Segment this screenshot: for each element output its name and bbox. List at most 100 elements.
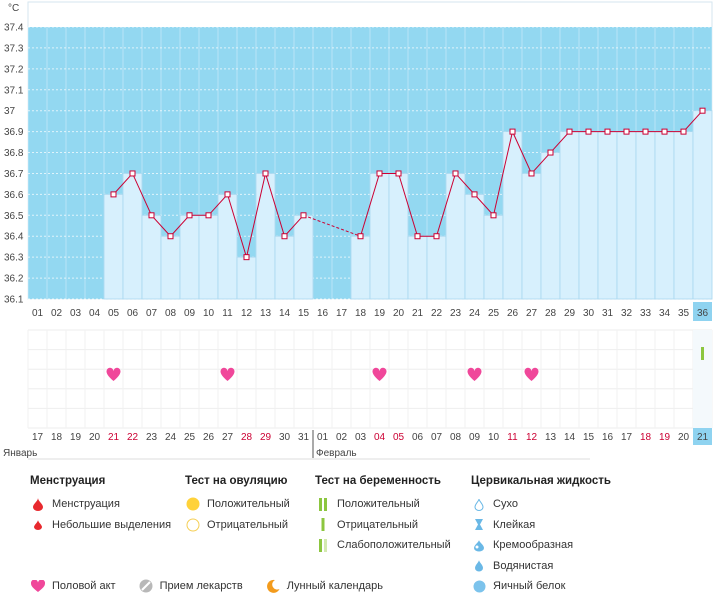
temperature-bar (274, 235, 295, 300)
calendar-date-label: 28 (241, 432, 253, 443)
temperature-bar (217, 193, 238, 300)
calendar-date-label: 15 (583, 432, 595, 443)
y-tick-label: 37.4 (4, 23, 24, 34)
temperature-point (167, 233, 174, 240)
cycle-day-label: 12 (241, 308, 253, 319)
legend-pregnancy-positive-label: Положительный (337, 498, 420, 511)
temperature-point (205, 212, 212, 219)
cycle-day-label: 22 (431, 308, 443, 319)
legend-watery-label: Водянистая (493, 559, 554, 572)
calendar-date-label: 02 (336, 432, 348, 443)
y-tick-label: 36.8 (4, 148, 24, 159)
legend-pregnancy-title: Тест на беременность (315, 475, 441, 487)
pill-icon (138, 578, 154, 594)
cycle-day-label: 11 (222, 308, 233, 319)
calendar-date-label: 22 (127, 432, 139, 443)
month-label: Январь (3, 448, 37, 459)
small-drop-icon (30, 517, 46, 533)
calendar-date-label: 14 (564, 432, 576, 443)
temperature-bar (426, 235, 447, 300)
cycle-day-label: 03 (70, 308, 82, 319)
temperature-point (680, 128, 687, 135)
calendar-date-label: 26 (203, 432, 215, 443)
calendar-date-label: 21 (108, 432, 120, 443)
temperature-point (376, 170, 383, 177)
temperature-bar (160, 235, 181, 300)
legend-item: Сухо (471, 494, 611, 515)
creamy-drop-icon (471, 537, 487, 553)
cycle-day-label: 13 (260, 308, 272, 319)
legend-cervical-title: Цервикальная жидкость (471, 475, 611, 487)
calendar-date-label: 01 (317, 432, 329, 443)
legend-item: Яичный белок (471, 576, 611, 597)
cycle-day-label: 07 (146, 308, 158, 319)
legend-pregnancy: Тест на беременность Положительный Отриц… (315, 475, 451, 556)
y-tick-label: 37.2 (4, 64, 24, 75)
calendar-date-label: 24 (165, 432, 177, 443)
temperature-bar (350, 235, 371, 300)
calendar-date-label: 21 (697, 432, 709, 443)
legend-menstruation-label: Менструация (52, 498, 120, 511)
cycle-day-label: 31 (602, 308, 614, 319)
cycle-day-label: 36 (697, 308, 709, 319)
dry-drop-icon (471, 496, 487, 512)
legend-item: Клейкая (471, 515, 611, 536)
month-label: Февраль (316, 448, 357, 459)
calendar-date-label: 20 (89, 432, 101, 443)
calendar-date-label: 30 (279, 432, 291, 443)
temperature-point (528, 170, 535, 177)
calendar-date-label: 06 (412, 432, 424, 443)
temperature-point (357, 233, 364, 240)
calendar-date-label: 12 (526, 432, 538, 443)
legend-item: Водянистая (471, 556, 611, 577)
current-day-column (693, 330, 712, 428)
temperature-bar (502, 131, 523, 300)
legend-egg-white-label: Яичный белок (493, 580, 566, 593)
cycle-day-label: 25 (488, 308, 500, 319)
cycle-day-label: 01 (32, 308, 44, 319)
cycle-day-label: 15 (298, 308, 310, 319)
temperature-point (471, 191, 478, 198)
calendar-date-label: 29 (260, 432, 272, 443)
cycle-day-label: 08 (165, 308, 177, 319)
y-tick-label: 36.2 (4, 274, 24, 285)
heart-icon (30, 578, 46, 594)
temperature-point (604, 128, 611, 135)
legend-menstruation: Менструация Менструация Небольшие выделе… (30, 475, 171, 535)
temperature-point (623, 128, 630, 135)
intercourse-heart-icon (106, 367, 121, 381)
temperature-bar (654, 131, 675, 300)
cycle-day-label: 05 (108, 308, 120, 319)
cycle-day-label: 20 (393, 308, 405, 319)
cycle-day-label: 18 (355, 308, 367, 319)
pregnancy-weak-positive-icon (315, 537, 331, 553)
temperature-bar (692, 110, 713, 300)
watery-drop-icon (471, 558, 487, 574)
legend-ovulation: Тест на овуляцию Положительный Отрицател… (185, 475, 290, 535)
legend-item: Половой акт (30, 578, 116, 594)
calendar-date-label: 04 (374, 432, 386, 443)
y-tick-label: 37.1 (4, 85, 24, 96)
temperature-point (148, 212, 155, 219)
temperature-bar (673, 131, 694, 300)
temperature-point (433, 233, 440, 240)
temperature-point (566, 128, 573, 135)
y-unit-label: °C (8, 3, 19, 14)
calendar-date-label: 20 (678, 432, 690, 443)
cycle-day-label: 33 (640, 308, 652, 319)
y-tick-label: 36.1 (4, 295, 24, 306)
legend-ovulation-title: Тест на овуляцию (185, 475, 288, 487)
cycle-day-label: 02 (51, 308, 63, 319)
pregnancy-negative-icon (315, 517, 331, 533)
legend-item: Кремообразная (471, 535, 611, 556)
cycle-day-label: 10 (203, 308, 215, 319)
calendar-date-label: 23 (146, 432, 158, 443)
y-tick-label: 36.4 (4, 232, 24, 243)
cycle-day-label: 16 (317, 308, 329, 319)
legend-item: Прием лекарств (138, 578, 243, 594)
temperature-bar (445, 173, 466, 300)
legend-cervical: Цервикальная жидкость Сухо Клейкая Кремо… (471, 475, 611, 597)
cycle-day-label: 21 (412, 308, 424, 319)
temperature-point (414, 233, 421, 240)
temperature-bar (483, 214, 504, 300)
